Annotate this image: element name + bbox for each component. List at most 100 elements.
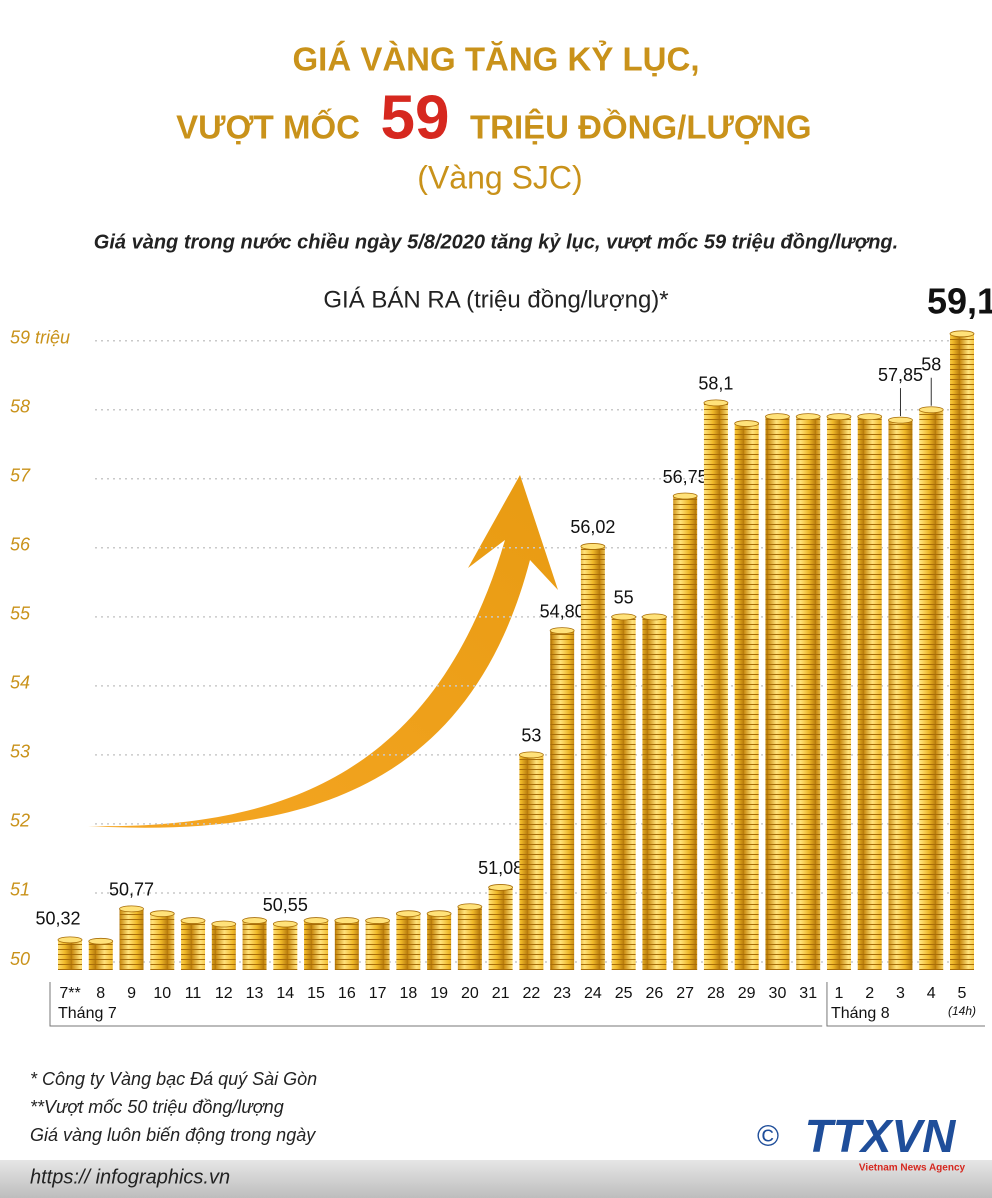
coin-top xyxy=(334,917,360,924)
x-tick-label: 9 xyxy=(127,985,136,1002)
bar xyxy=(242,920,267,970)
bar xyxy=(919,409,944,970)
bar xyxy=(611,616,636,970)
logo-sub: Vietnam News Agency xyxy=(859,1163,966,1174)
coin-top xyxy=(88,937,114,945)
x-tick-label: 22 xyxy=(522,985,540,1002)
x-tick-label: 16 xyxy=(338,985,356,1002)
trend-arrow xyxy=(88,475,558,828)
value-label: 50,32 xyxy=(35,909,80,929)
x-tick-label: 15 xyxy=(307,985,325,1002)
x-tick-label: 19 xyxy=(430,985,448,1002)
title-highlight: 59 xyxy=(381,83,450,152)
bar xyxy=(211,924,236,970)
x-group-bracket xyxy=(826,982,985,1027)
value-label: 58 xyxy=(921,354,941,374)
bar xyxy=(334,920,359,970)
url: https:// infographics.vn xyxy=(30,1166,230,1188)
bar xyxy=(550,630,575,970)
x-tick-label: 17 xyxy=(369,985,387,1002)
bar xyxy=(888,420,913,970)
y-tick-label: 59 triệu xyxy=(10,327,70,347)
x-tick-label: 2 xyxy=(865,985,874,1002)
x-tick-label: 5 xyxy=(958,985,967,1002)
bar xyxy=(642,616,667,970)
coin-top xyxy=(703,399,729,407)
x-group-bracket xyxy=(49,982,823,1027)
coin-top xyxy=(57,936,83,944)
coin-top xyxy=(119,905,144,913)
bar xyxy=(58,939,82,970)
x-tick-label: 4 xyxy=(927,985,936,1002)
coin-top xyxy=(211,920,237,928)
subtitle: Giá vàng trong nước chiều ngày 5/8/2020 … xyxy=(94,231,898,253)
coin-top xyxy=(272,920,298,928)
x-tick-label: 20 xyxy=(461,985,479,1002)
y-tick-label: 53 xyxy=(10,742,30,762)
bar xyxy=(304,920,329,970)
x-tick-label: 11 xyxy=(185,985,202,1002)
logo: TTXVN xyxy=(805,1110,957,1162)
bar xyxy=(796,416,821,971)
value-label: 57,85 xyxy=(878,365,923,385)
bar xyxy=(457,906,482,970)
bar xyxy=(119,908,144,970)
x-tick-label: 28 xyxy=(707,985,725,1002)
coin-top xyxy=(949,330,975,338)
title-line: GIÁ VÀNG TĂNG KỶ LỤC, xyxy=(292,41,699,78)
x-tick-label: 12 xyxy=(215,985,233,1002)
bar xyxy=(765,416,790,971)
x-tick-label: 18 xyxy=(399,985,417,1002)
x-tick-label: 8 xyxy=(96,985,105,1002)
bar xyxy=(181,920,206,970)
footnote: Giá vàng luôn biến động trong ngày xyxy=(30,1125,316,1145)
x-tick-label: 21 xyxy=(492,985,510,1002)
x-tick-label: 13 xyxy=(246,985,264,1002)
value-label: 50,55 xyxy=(263,895,308,915)
coin-top xyxy=(918,406,944,414)
bar xyxy=(519,754,544,970)
value-label: 54,80 xyxy=(540,601,585,621)
bar xyxy=(950,333,974,970)
x-tick-label: 23 xyxy=(553,985,571,1002)
value-label: 53 xyxy=(521,726,541,746)
coin-top xyxy=(426,910,452,918)
y-tick-label: 58 xyxy=(10,396,30,416)
footnote: * Công ty Vàng bạc Đá quý Sài Gòn xyxy=(30,1069,317,1089)
value-label: 58,1 xyxy=(698,374,733,394)
y-tick-label: 57 xyxy=(10,466,31,486)
value-label: 51,08 xyxy=(478,858,523,878)
coin-top xyxy=(642,613,667,621)
bar xyxy=(580,546,605,970)
bar xyxy=(150,913,175,970)
x-tick-label: 27 xyxy=(676,985,694,1002)
bar xyxy=(396,913,421,970)
copyright: © xyxy=(757,1120,779,1153)
title-line: TRIỆU ĐỒNG/LƯỢNG xyxy=(470,109,812,146)
bar xyxy=(88,941,113,970)
y-tick-label: 56 xyxy=(10,535,31,555)
coin-top xyxy=(395,910,421,918)
coin-top xyxy=(457,903,483,911)
title-sub: (Vàng SJC) xyxy=(417,159,582,195)
coin-top xyxy=(549,627,575,635)
coin-top xyxy=(826,413,852,421)
bar xyxy=(273,924,298,970)
y-tick-label: 54 xyxy=(10,673,30,693)
coin-top xyxy=(795,413,821,421)
coin-top xyxy=(611,613,637,621)
x-tick-label: 29 xyxy=(738,985,756,1002)
x-tick-label: 31 xyxy=(799,985,817,1002)
x-tick-label: 10 xyxy=(153,985,171,1002)
value-label: 50,77 xyxy=(109,880,154,900)
coin-top xyxy=(580,543,606,550)
x-tick-label: 14 xyxy=(276,985,294,1002)
coin-top xyxy=(180,917,206,924)
x-group-label: Tháng 8 xyxy=(831,1005,890,1022)
bar xyxy=(857,416,882,971)
y-tick-label: 52 xyxy=(10,811,30,831)
coin-top xyxy=(518,751,544,759)
